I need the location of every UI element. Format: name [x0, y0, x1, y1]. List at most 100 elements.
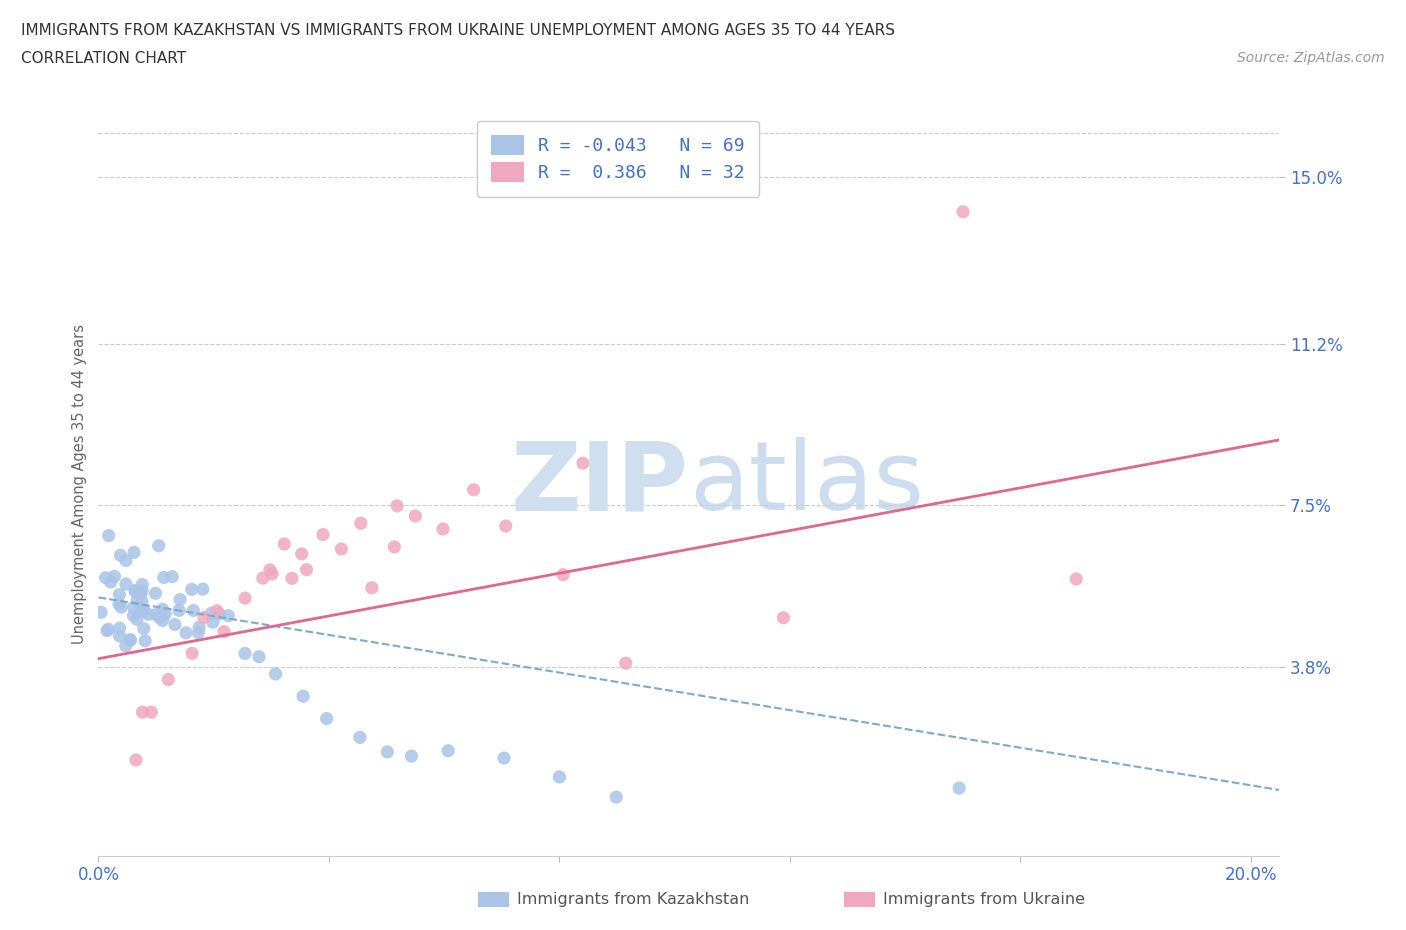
Text: IMMIGRANTS FROM KAZAKHSTAN VS IMMIGRANTS FROM UKRAINE UNEMPLOYMENT AMONG AGES 35: IMMIGRANTS FROM KAZAKHSTAN VS IMMIGRANTS…: [21, 23, 896, 38]
Point: [115, 553, 138, 568]
Y-axis label: Unemployment Among Ages 35 to 44 years: Unemployment Among Ages 35 to 44 years: [72, 324, 87, 644]
Point: [191, 582, 214, 597]
Legend: R = -0.043   N = 69, R =  0.386   N = 32: R = -0.043 N = 69, R = 0.386 N = 32: [477, 121, 759, 196]
Point: [160, 569, 183, 584]
Point: [125, 612, 148, 627]
Text: ZIP: ZIP: [510, 437, 689, 530]
Point: [103, 569, 125, 584]
Point: [131, 603, 153, 618]
Point: [200, 605, 222, 620]
Text: Source: ZipAtlas.com: Source: ZipAtlas.com: [1237, 51, 1385, 65]
Point: [97, 622, 120, 637]
Point: [273, 537, 295, 551]
Point: [148, 538, 170, 553]
Point: [463, 483, 485, 498]
Point: [217, 608, 239, 623]
Point: [122, 545, 145, 560]
Point: [183, 603, 205, 618]
Point: [187, 625, 209, 640]
Point: [129, 587, 152, 602]
Point: [432, 522, 454, 537]
Point: [96, 623, 118, 638]
Text: atlas: atlas: [689, 437, 924, 530]
Point: [131, 593, 153, 608]
Text: CORRELATION CHART: CORRELATION CHART: [21, 51, 186, 66]
Point: [205, 604, 228, 618]
Point: [108, 587, 131, 602]
Point: [437, 743, 460, 758]
Point: [155, 606, 177, 621]
Point: [145, 607, 167, 622]
Point: [152, 570, 174, 585]
Point: [201, 615, 224, 630]
Point: [181, 646, 204, 661]
Point: [315, 711, 337, 726]
Point: [131, 578, 153, 592]
Point: [1064, 572, 1087, 587]
Point: [141, 705, 163, 720]
Point: [553, 567, 575, 582]
Point: [264, 667, 287, 682]
Point: [131, 705, 153, 720]
Point: [295, 563, 318, 578]
Point: [952, 205, 974, 219]
Point: [233, 591, 256, 605]
Point: [492, 751, 515, 765]
Point: [548, 769, 571, 784]
Point: [384, 539, 406, 554]
Point: [127, 592, 149, 607]
Point: [157, 672, 180, 687]
Point: [385, 498, 408, 513]
Point: [772, 610, 794, 625]
Point: [125, 752, 148, 767]
Point: [361, 580, 384, 595]
Point: [120, 632, 142, 647]
Point: [330, 541, 353, 556]
Point: [110, 548, 132, 563]
Text: Immigrants from Kazakhstan: Immigrants from Kazakhstan: [517, 892, 749, 907]
Point: [108, 629, 131, 644]
Point: [212, 624, 235, 639]
Point: [252, 571, 274, 586]
Point: [132, 621, 155, 636]
Point: [97, 528, 120, 543]
Point: [180, 582, 202, 597]
Point: [152, 613, 174, 628]
Point: [100, 575, 122, 590]
Point: [132, 604, 155, 618]
Point: [108, 620, 131, 635]
Point: [120, 632, 142, 647]
Point: [134, 633, 156, 648]
Point: [145, 586, 167, 601]
Point: [312, 527, 335, 542]
Point: [152, 602, 174, 617]
Point: [208, 606, 231, 621]
Point: [281, 571, 304, 586]
Point: [136, 607, 159, 622]
Point: [605, 790, 627, 804]
Point: [292, 689, 315, 704]
Point: [131, 583, 153, 598]
Point: [193, 610, 215, 625]
Point: [291, 547, 314, 562]
Point: [233, 646, 256, 661]
Point: [122, 600, 145, 615]
Point: [124, 583, 146, 598]
Point: [108, 596, 131, 611]
Point: [110, 600, 132, 615]
Point: [94, 570, 117, 585]
Point: [259, 563, 281, 578]
Point: [247, 649, 270, 664]
Point: [114, 638, 136, 653]
Point: [169, 592, 191, 607]
Point: [163, 618, 186, 632]
Point: [349, 730, 371, 745]
Point: [115, 577, 138, 591]
Point: [377, 744, 399, 759]
Point: [122, 608, 145, 623]
Point: [350, 516, 373, 531]
Point: [148, 610, 170, 625]
Point: [262, 566, 284, 581]
Point: [401, 749, 423, 764]
Point: [174, 626, 197, 641]
